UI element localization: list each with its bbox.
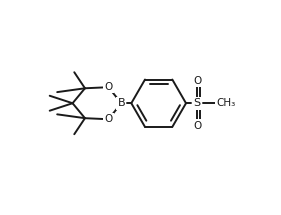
Text: O: O <box>193 76 201 86</box>
Text: O: O <box>193 121 201 131</box>
Text: CH₃: CH₃ <box>216 98 235 108</box>
Text: S: S <box>194 98 201 108</box>
Text: O: O <box>104 114 113 124</box>
Text: O: O <box>104 82 113 92</box>
Text: B: B <box>117 98 125 108</box>
